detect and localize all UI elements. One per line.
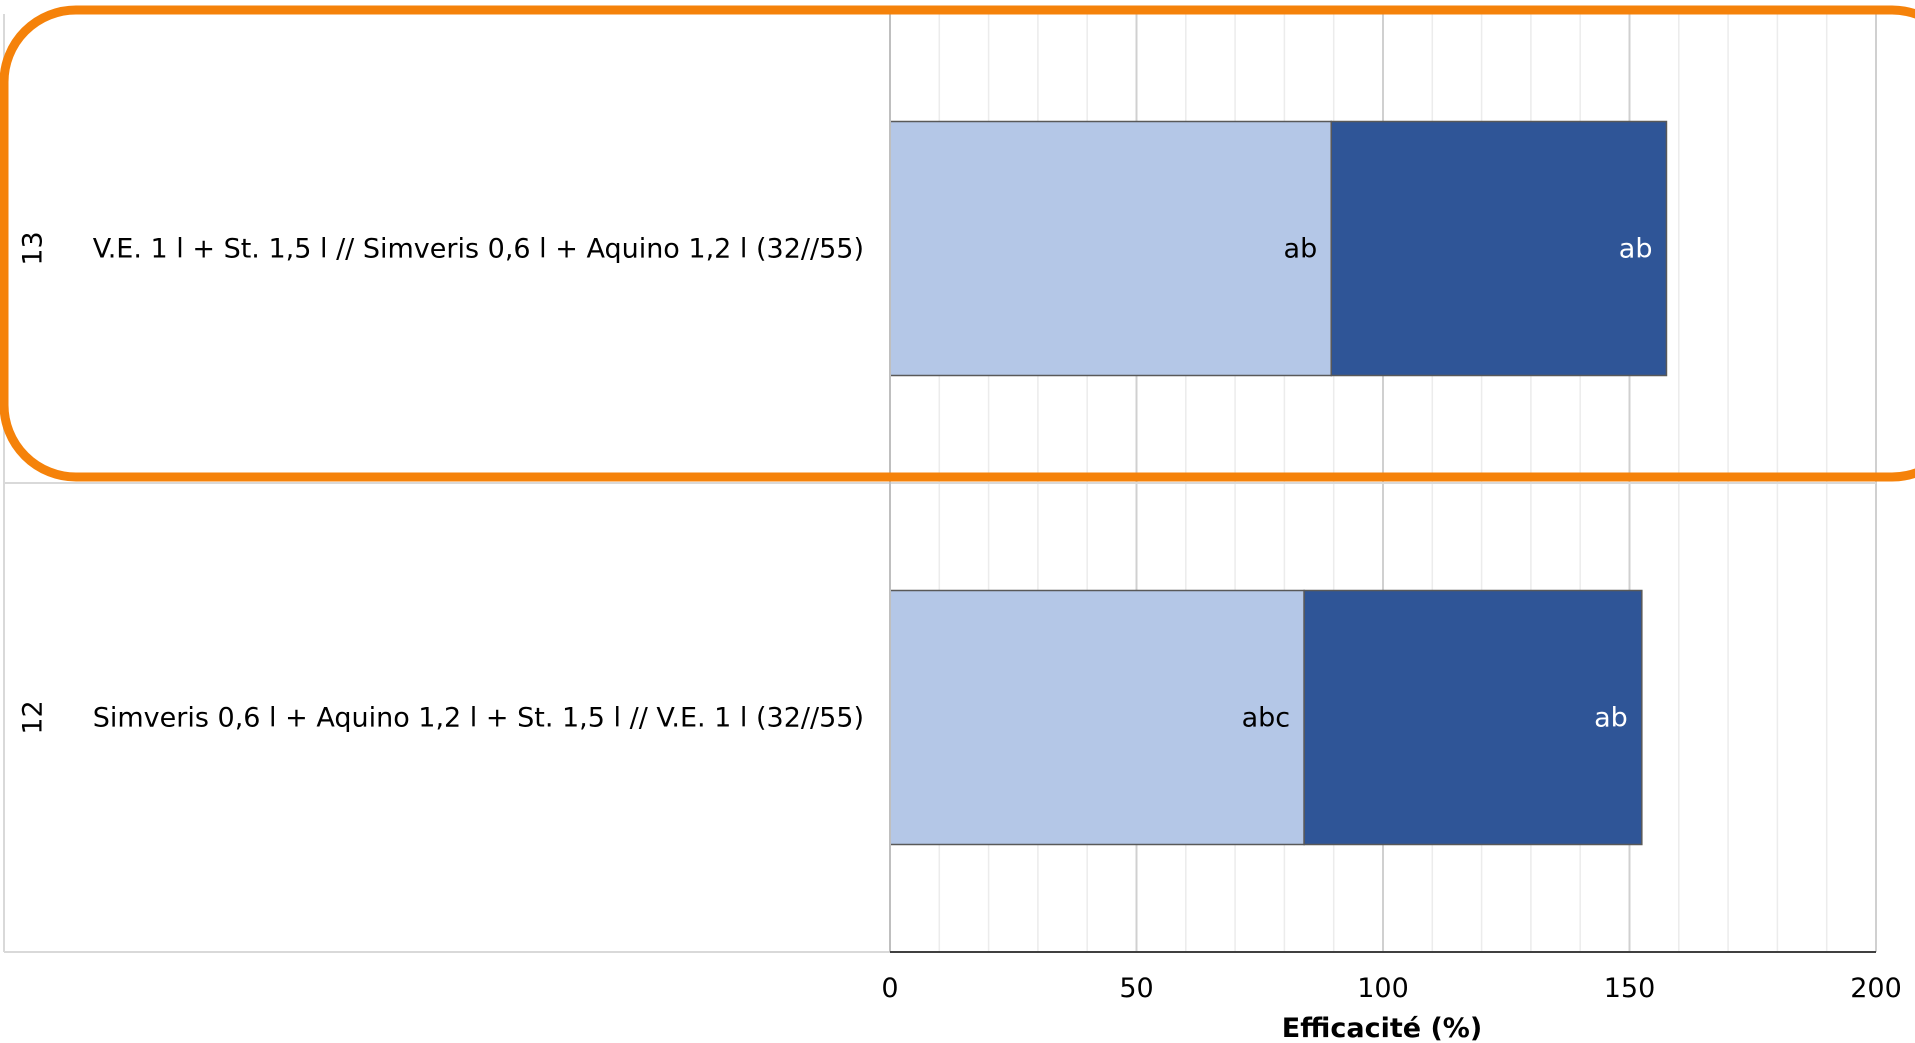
highlight-layer: [0, 5, 1915, 482]
highlight-box: [0, 5, 1915, 482]
bar-data-label: abc: [1242, 703, 1291, 734]
category-labels: V.E. 1 l + St. 1,5 l // Simveris 0,6 l +…: [17, 231, 864, 734]
category-number: 12: [17, 700, 48, 734]
bar-data-label: ab: [1594, 703, 1628, 734]
x-tick-label: 200: [1850, 973, 1902, 1004]
category-label: V.E. 1 l + St. 1,5 l // Simveris 0,6 l +…: [93, 234, 864, 265]
bar-segment: [889, 589, 1305, 846]
bar-segment: [889, 120, 1332, 377]
bar-segment: [1303, 589, 1643, 846]
bar-data-label: ab: [1619, 234, 1653, 265]
x-tick-label: 50: [1119, 973, 1153, 1004]
bar-segment: [1330, 120, 1668, 377]
bar-data-label: ab: [1284, 234, 1318, 265]
category-number: 13: [17, 231, 48, 265]
x-tick-label: 150: [1604, 973, 1656, 1004]
x-axis: 0 50 100 150 200: [881, 14, 1902, 1004]
x-tick-label: 100: [1357, 973, 1409, 1004]
x-axis-title: Efficacité (%): [1282, 1013, 1482, 1043]
bars: ab ab abc ab: [889, 120, 1668, 846]
category-label: Simveris 0,6 l + Aquino 1,2 l + St. 1,5 …: [93, 703, 864, 734]
x-tick-label: 0: [881, 973, 898, 1004]
